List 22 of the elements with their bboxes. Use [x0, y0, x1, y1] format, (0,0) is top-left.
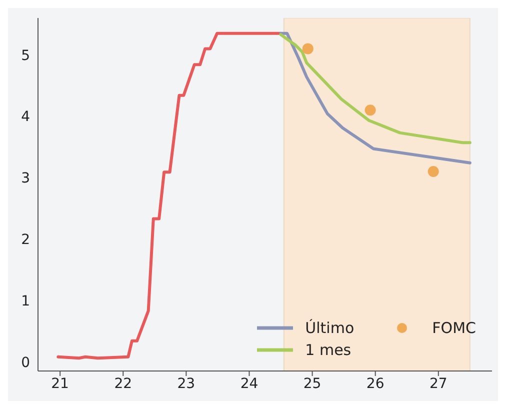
- y-tick-label: 0: [21, 354, 30, 371]
- x-tick-label: 23: [177, 376, 196, 392]
- y-tick-label: 3: [21, 170, 30, 187]
- point: [364, 104, 376, 116]
- line-series: [279, 33, 472, 144]
- point: [428, 166, 439, 177]
- legend-label: 1 mes: [305, 341, 352, 359]
- line-series: [56, 32, 282, 360]
- x-tick-label: 22: [114, 376, 132, 392]
- x-tick-label: 26: [366, 376, 384, 392]
- legend-label: Último: [305, 319, 354, 337]
- line-series: [279, 32, 472, 164]
- legend-label: FOMC: [432, 319, 476, 337]
- x-tick-label: 25: [303, 376, 322, 392]
- y-tick-label: 2: [21, 232, 30, 248]
- y-tick-label: 1: [21, 293, 30, 310]
- x-tick-label: 27: [429, 376, 448, 392]
- x-tick-label: 21: [51, 376, 69, 392]
- x-tick-label: 24: [240, 376, 258, 392]
- y-tick-label: 5: [21, 48, 30, 64]
- y-tick-label: 4: [21, 109, 30, 126]
- point: [302, 43, 314, 54]
